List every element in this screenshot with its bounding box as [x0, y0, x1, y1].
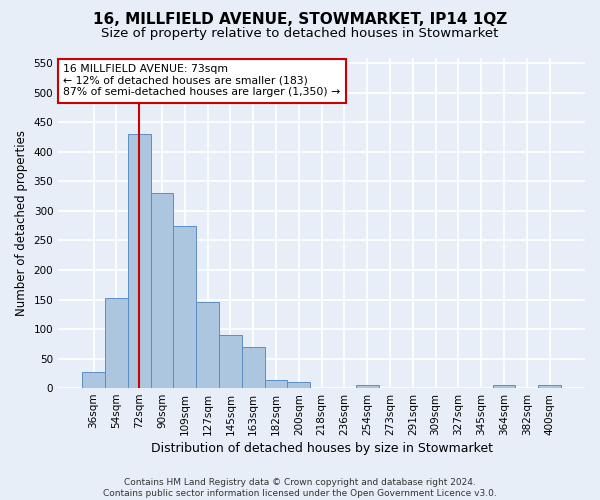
- Bar: [219, 335, 242, 388]
- Text: 16 MILLFIELD AVENUE: 73sqm
← 12% of detached houses are smaller (183)
87% of sem: 16 MILLFIELD AVENUE: 73sqm ← 12% of deta…: [64, 64, 341, 98]
- Bar: [538, 385, 561, 388]
- Text: 16, MILLFIELD AVENUE, STOWMARKET, IP14 1QZ: 16, MILLFIELD AVENUE, STOWMARKET, IP14 1…: [93, 12, 507, 28]
- Bar: [82, 372, 105, 388]
- Y-axis label: Number of detached properties: Number of detached properties: [15, 130, 28, 316]
- Bar: [196, 302, 219, 388]
- Bar: [128, 134, 151, 388]
- Bar: [242, 346, 265, 388]
- Bar: [356, 385, 379, 388]
- Bar: [265, 380, 287, 388]
- X-axis label: Distribution of detached houses by size in Stowmarket: Distribution of detached houses by size …: [151, 442, 493, 455]
- Bar: [173, 226, 196, 388]
- Bar: [151, 194, 173, 388]
- Text: Contains HM Land Registry data © Crown copyright and database right 2024.
Contai: Contains HM Land Registry data © Crown c…: [103, 478, 497, 498]
- Bar: [105, 298, 128, 388]
- Bar: [287, 382, 310, 388]
- Bar: [493, 385, 515, 388]
- Text: Size of property relative to detached houses in Stowmarket: Size of property relative to detached ho…: [101, 28, 499, 40]
